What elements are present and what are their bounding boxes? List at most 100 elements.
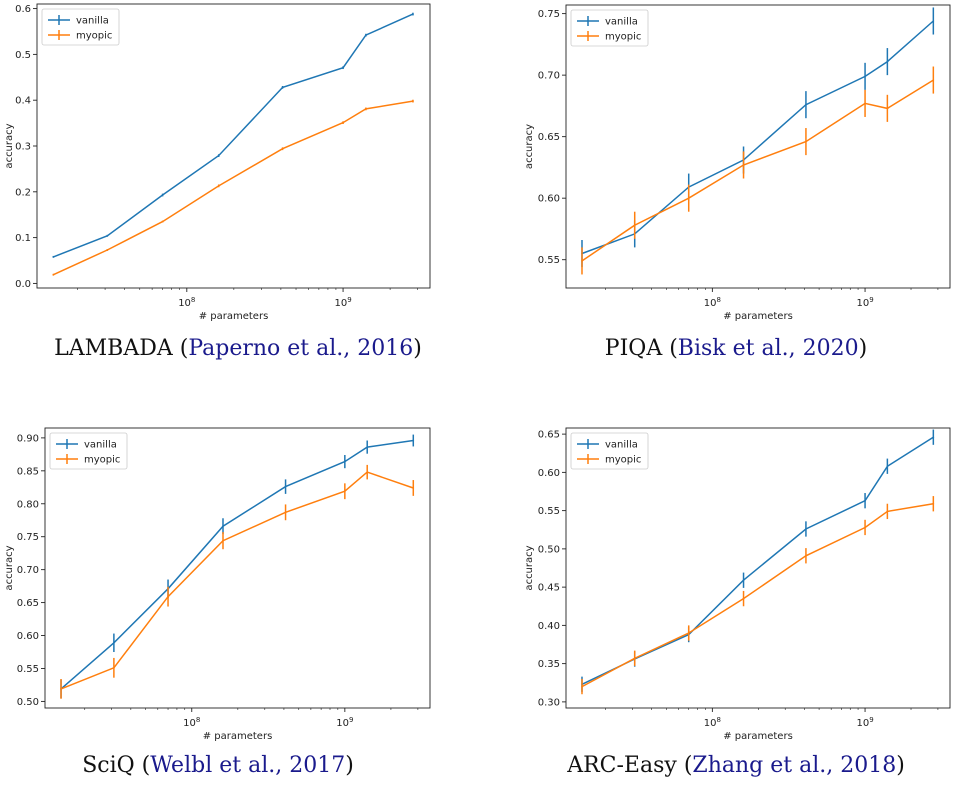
data-point-vanilla [52, 256, 55, 258]
data-point-myopic [742, 597, 745, 600]
data-point-vanilla [805, 528, 807, 530]
y-tick-label: 0.0 [15, 279, 31, 290]
data-point-myopic [106, 249, 109, 251]
y-axis-label: accuracy [4, 545, 15, 590]
chart-lambada: 0.0 0.1 0.2 0.3 0.4 0.5 0.6 108 109 # parameters a… [0, 0, 476, 393]
data-point-vanilla [864, 499, 866, 502]
legend-label: myopic [605, 455, 641, 466]
legend-label: myopic [605, 32, 641, 43]
y-axis-label: accuracy [524, 545, 535, 590]
chart-arc-easy-svg: 0.30 0.35 0.40 0.45 0.50 0.55 0.60 0.65 108 109 # … [524, 427, 951, 742]
x-axis-label: # parameters [723, 731, 793, 742]
data-point-vanilla [805, 103, 807, 106]
data-point-myopic [222, 539, 224, 542]
chart-sciq-caption: SciQ (Welbl et al., 2017) [82, 753, 354, 778]
plot-frame [565, 4, 951, 289]
series-line-myopic [60, 471, 414, 690]
y-tick-label: 0.90 [17, 433, 39, 444]
x-tick-label: 108 [178, 296, 195, 309]
series-line-vanilla [60, 439, 414, 690]
chart-piqa: 0.55 0.60 0.65 0.70 0.75 108 109 # parameters ac… [476, 0, 953, 393]
y-tick-label: 0.55 [538, 255, 560, 266]
data-point-myopic [167, 595, 169, 598]
data-point-vanilla [106, 234, 109, 237]
chart-piqa-caption: PIQA (Bisk et al., 2020) [604, 336, 868, 361]
data-point-vanilla [161, 194, 164, 196]
data-point-vanilla [886, 60, 889, 63]
data-point-myopic [633, 657, 636, 660]
caption-dataset: LAMBADA [54, 336, 173, 361]
data-point-myopic [581, 260, 583, 262]
data-point-myopic [886, 510, 889, 513]
data-point-myopic [687, 632, 690, 634]
legend-label: myopic [76, 31, 112, 42]
y-tick-label: 0.5 [15, 50, 31, 61]
x-axis-label: # parameters [199, 311, 269, 322]
legend-label: vanilla [76, 16, 109, 27]
series-line-vanilla [581, 436, 934, 685]
caption-citation-link[interactable]: Welbl et al., 2017 [150, 753, 346, 778]
data-point-myopic [932, 79, 935, 81]
data-point-vanilla [113, 641, 115, 644]
x-tick-label: 108 [704, 716, 721, 729]
x-tick-label: 108 [704, 296, 721, 309]
series-line-myopic [53, 100, 414, 276]
caption-citation-link[interactable]: Zhang et al., 2018 [692, 753, 897, 778]
chart-piqa-svg: 0.55 0.60 0.65 0.70 0.75 108 109 # parameters ac… [524, 4, 951, 322]
series-line-vanilla [53, 13, 414, 258]
x-tick-exponent: 9 [869, 296, 873, 304]
data-point-myopic [281, 147, 284, 150]
y-tick-label: 0.70 [17, 565, 39, 576]
y-tick-label: 0.70 [538, 71, 560, 82]
x-tick-label: 109 [856, 296, 873, 309]
data-point-myopic [412, 487, 415, 489]
data-point-myopic [217, 185, 220, 187]
y-tick-label: 0.85 [17, 466, 39, 477]
chart-sciq-svg: 0.50 0.55 0.60 0.65 0.70 0.75 0.80 0.85 0.90 108 1… [4, 427, 431, 742]
data-point-myopic [365, 108, 367, 110]
caption-dataset: PIQA [604, 336, 663, 361]
chart-lambada-svg: 0.0 0.1 0.2 0.3 0.4 0.5 0.6 108 109 # parameters a… [4, 3, 431, 322]
data-point-myopic [864, 102, 866, 105]
caption-citation-link[interactable]: Bisk et al., 2020 [677, 336, 859, 361]
data-point-myopic [412, 100, 414, 102]
data-point-vanilla [412, 439, 415, 442]
caption-dataset: SciQ [82, 753, 135, 778]
legend-box [570, 9, 649, 47]
data-point-myopic [60, 688, 62, 690]
data-point-vanilla [742, 579, 745, 582]
y-axis-label: accuracy [4, 123, 15, 168]
caption-citation-link[interactable]: Paperno et al., 2016 [188, 336, 414, 361]
series-line-myopic [581, 79, 934, 262]
y-tick-label: 0.60 [17, 631, 39, 642]
y-tick-label: 0.80 [17, 499, 39, 510]
data-point-vanilla [342, 66, 344, 69]
data-point-myopic [687, 197, 690, 199]
data-point-myopic [633, 224, 636, 227]
data-point-vanilla [932, 20, 935, 22]
plot-frame [44, 427, 431, 709]
data-point-myopic [344, 490, 346, 493]
y-tick-label: 0.65 [538, 430, 560, 441]
data-point-myopic [805, 554, 807, 557]
x-tick-exponent: 9 [869, 716, 873, 724]
data-point-myopic [284, 511, 287, 514]
plot-frame [36, 3, 431, 289]
legend-label: myopic [84, 455, 120, 466]
data-point-myopic [113, 667, 115, 669]
chart-lambada-caption: LAMBADA (Paperno et al., 2016) [54, 336, 422, 361]
data-point-myopic [805, 140, 807, 143]
y-tick-label: 0.3 [15, 142, 31, 153]
y-tick-label: 0.75 [538, 9, 560, 20]
x-axis-label: # parameters [203, 731, 273, 742]
legend-box [41, 8, 120, 46]
x-tick-exponent: 8 [717, 296, 721, 304]
data-point-vanilla [344, 460, 346, 463]
x-tick-exponent: 9 [349, 716, 353, 724]
legend-box [49, 432, 128, 470]
data-point-vanilla [284, 485, 287, 488]
x-axis-label: # parameters [723, 311, 793, 322]
data-point-myopic [742, 164, 745, 166]
data-point-myopic [886, 107, 889, 110]
legend-label: vanilla [605, 440, 638, 451]
